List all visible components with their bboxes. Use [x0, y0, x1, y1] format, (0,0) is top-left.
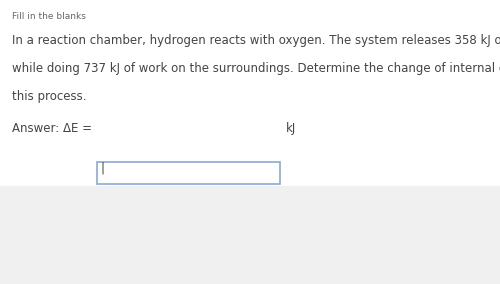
Bar: [0, 186, 500, 284]
Text: while doing 737 kJ of work on the surroundings. Determine the change of internal: while doing 737 kJ of work on the surrou…: [12, 62, 500, 75]
Text: |: |: [101, 162, 105, 175]
Text: Fill in the blanks: Fill in the blanks: [12, 12, 86, 21]
Text: this process.: this process.: [12, 90, 86, 103]
Text: In a reaction chamber, hydrogen reacts with oxygen. The system releases 358 kJ o: In a reaction chamber, hydrogen reacts w…: [12, 34, 500, 47]
Text: kJ: kJ: [286, 122, 296, 135]
FancyBboxPatch shape: [97, 162, 280, 184]
Text: Answer: ΔE =: Answer: ΔE =: [12, 122, 96, 135]
